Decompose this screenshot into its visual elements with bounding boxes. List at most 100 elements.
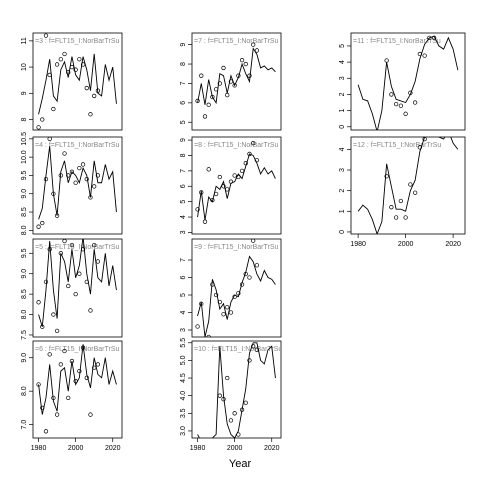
observed-point: [202, 219, 208, 224]
observed-point: [88, 412, 93, 417]
observed-point: [77, 271, 82, 276]
y-tick-label: 8.5: [21, 289, 28, 299]
y-tick-label: 3: [180, 230, 187, 234]
observed-point: [403, 215, 408, 220]
observed-point: [247, 73, 252, 78]
model-line: [38, 146, 117, 220]
model-line: [38, 239, 117, 327]
observed-point: [43, 429, 49, 434]
y-tick-label: 5: [180, 200, 187, 204]
y-tick-label: 6: [180, 275, 187, 279]
observed-point: [73, 291, 78, 297]
y-tick-label: 0: [339, 125, 346, 129]
y-tick-label: 7: [180, 258, 187, 262]
observed-point: [427, 35, 432, 40]
observed-point: [84, 375, 89, 380]
panel: =10 : f=FLT15_I:NorBarTrSu 3.0 3.5 4.0 4.5 5.…: [180, 338, 282, 452]
observed-point: [393, 215, 399, 220]
y-tick-label: 7: [180, 169, 187, 173]
observed-point: [36, 300, 41, 305]
y-tick-label: 4.5: [180, 373, 187, 383]
observed-point: [217, 393, 222, 398]
observed-point: [225, 305, 230, 310]
y-tick-label: 7.0: [21, 420, 28, 430]
observed-point: [422, 53, 427, 58]
observed-point: [202, 114, 208, 119]
observed-point: [92, 365, 97, 370]
observed-point: [251, 239, 256, 243]
observed-point: [393, 101, 399, 107]
observed-point: [47, 247, 52, 252]
observed-point: [217, 81, 222, 86]
model-line: [38, 344, 117, 415]
panel: =8 : f=FLT15_I:NorBarTrSu 3 4 5 6 7 8 9: [180, 136, 282, 234]
y-tick-label: 3.5: [180, 408, 187, 418]
observed-point: [80, 62, 86, 67]
y-tick-label: 8: [180, 62, 187, 66]
panel: =4 : f=FLT15_I:NorBarTrSu 8.0 8.5 9.0 9.5 10.…: [21, 132, 123, 235]
observed-point: [43, 33, 49, 38]
panel-title: =10 : f=FLT15_I:NorBarTrSu: [194, 346, 282, 353]
observed-point: [217, 299, 222, 305]
observed-point: [206, 102, 211, 107]
panel-frame: [32, 340, 123, 439]
observed-point: [228, 179, 234, 184]
observed-point: [228, 79, 234, 84]
observed-point: [213, 87, 219, 92]
observed-point: [243, 161, 248, 166]
model-line: [357, 137, 459, 234]
y-tick-label: 10: [21, 63, 28, 71]
observed-point: [428, 137, 430, 138]
observed-point: [251, 42, 256, 47]
observed-point: [195, 98, 200, 104]
panel-frame: [350, 32, 466, 131]
x-tick-label: 2020: [445, 241, 461, 248]
observed-point: [84, 279, 89, 285]
observed-point: [384, 58, 389, 63]
observed-point: [92, 242, 97, 248]
y-tick-label: 3: [180, 328, 187, 332]
observed-point: [54, 62, 60, 67]
observed-point: [247, 151, 252, 157]
observed-point: [217, 174, 222, 180]
observed-point: [232, 411, 237, 416]
panel-frame: [32, 136, 123, 235]
observed-point: [80, 247, 86, 252]
y-tick-label: 5.0: [180, 355, 187, 365]
observed-point: [69, 358, 75, 364]
y-tick-label: 2: [339, 92, 346, 96]
panel-title: =11 : f=FLT15_I:NorBarTrSu: [353, 38, 441, 45]
observed-point: [247, 358, 252, 363]
observed-point: [221, 65, 226, 71]
observed-point: [36, 125, 41, 130]
observed-point: [232, 294, 237, 299]
observed-point: [228, 310, 234, 315]
plot-area: [195, 239, 276, 337]
observed-point: [232, 173, 237, 178]
observed-point: [239, 407, 245, 412]
observed-point: [36, 382, 41, 387]
panel: =12 : f=FLT15_I:NorBarTrSu 0 1 2 3 4 1980 2000 2…: [339, 136, 466, 248]
observed-point: [69, 242, 75, 248]
observed-point: [62, 151, 67, 156]
y-tick-label: 0: [339, 230, 346, 234]
y-tick-label: 7.5: [21, 330, 28, 340]
observed-point: [66, 395, 71, 401]
panel-frame: [32, 238, 123, 338]
observed-point: [417, 51, 423, 57]
x-tick-label: 1980: [31, 445, 47, 452]
observed-point: [77, 165, 82, 171]
observed-point: [62, 51, 67, 57]
observed-point: [199, 190, 204, 195]
model-line: [197, 153, 276, 221]
observed-point: [51, 312, 56, 317]
y-tick-label: 9.0: [21, 353, 28, 363]
y-tick-label: 4: [180, 310, 187, 314]
observed-point: [417, 145, 423, 150]
observed-point: [251, 344, 256, 349]
observed-point: [95, 259, 101, 264]
observed-point: [254, 263, 260, 268]
observed-point: [40, 324, 45, 329]
plot-area: [195, 141, 276, 224]
observed-point: [58, 251, 63, 256]
